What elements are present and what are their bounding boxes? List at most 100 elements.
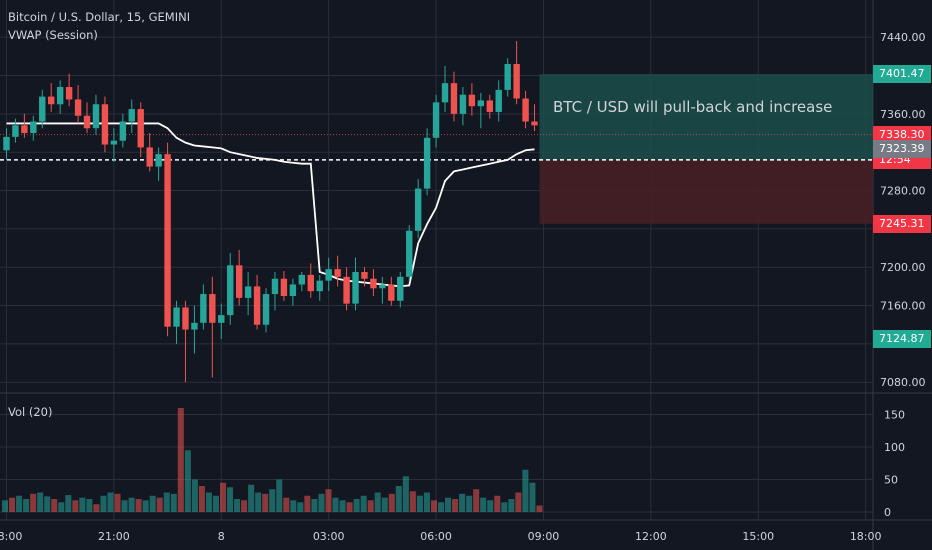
candle-body	[191, 322, 198, 330]
candle-body	[432, 102, 440, 138]
volume-bar	[205, 492, 212, 512]
volume-bar	[332, 497, 339, 512]
candle-body	[146, 147, 153, 167]
candle-body	[388, 284, 395, 301]
volume-bar	[402, 476, 409, 512]
volume-bar	[388, 493, 395, 512]
candle-body	[218, 315, 225, 323]
volume-bar	[191, 479, 198, 512]
candle-body	[164, 154, 171, 327]
volume-bar	[142, 500, 149, 512]
volume-bar	[353, 499, 360, 512]
volume-bar	[65, 495, 72, 512]
candle-body	[459, 94, 467, 114]
candle-body	[414, 188, 422, 231]
volume-bar	[522, 469, 529, 512]
price-tick-label: 7440.00	[880, 31, 926, 44]
volume-bar	[177, 408, 184, 512]
candle-body	[423, 137, 431, 189]
candle-body	[227, 265, 234, 316]
volume-bar	[473, 489, 480, 512]
volume-bar	[58, 502, 65, 512]
volume-bar	[248, 484, 255, 512]
volume-bar	[311, 499, 318, 512]
candle-body	[155, 154, 162, 167]
candle-body	[48, 96, 55, 105]
volume-bar	[374, 492, 381, 512]
volume-bar	[325, 489, 332, 512]
candle-body	[450, 83, 458, 114]
candle-body	[441, 83, 449, 103]
volume-bar	[494, 495, 501, 512]
candle-body	[65, 87, 73, 100]
candle-body	[92, 104, 100, 129]
volume-bar	[107, 492, 114, 512]
candle-body	[289, 284, 297, 296]
volume-bar	[2, 500, 9, 512]
vwap-indicator-label[interactable]: VWAP (Session)	[8, 28, 98, 42]
volume-bar	[318, 493, 325, 512]
candle-body	[39, 96, 46, 122]
time-tick-label: 09:00	[528, 530, 560, 543]
volume-bar	[367, 500, 374, 512]
volume-bar	[290, 500, 297, 512]
candle-body	[495, 89, 502, 112]
volume-bar	[536, 505, 543, 512]
candle-body	[361, 272, 368, 279]
candle-body	[316, 280, 323, 292]
volume-bar	[128, 497, 135, 512]
volume-bar	[86, 499, 93, 512]
candle-body	[370, 278, 377, 289]
volume-bar	[135, 499, 142, 512]
candle-body	[209, 294, 216, 323]
candle-body	[12, 125, 19, 137]
volume-bar	[114, 493, 121, 512]
volume-bar	[23, 499, 30, 512]
volume-bar	[423, 492, 430, 512]
candle-body	[271, 278, 279, 295]
volume-bar	[529, 482, 536, 512]
candle-body	[30, 121, 37, 134]
volume-bar	[395, 486, 402, 512]
candle-body	[298, 274, 306, 285]
candle-body	[531, 121, 538, 126]
volume-bar	[184, 450, 191, 512]
candle-body	[486, 100, 493, 112]
candle-body	[522, 98, 529, 122]
candle-body	[3, 136, 10, 151]
price-tag: 7245.31	[873, 214, 931, 233]
time-tick-label: 8	[218, 530, 225, 543]
volume-bar	[227, 487, 234, 512]
volume-bar	[79, 497, 86, 512]
volume-indicator-label[interactable]: Vol (20)	[8, 405, 53, 419]
candle-body	[137, 109, 144, 148]
volume-bar	[198, 486, 205, 512]
candle-body	[379, 284, 386, 289]
candle-body	[343, 276, 350, 304]
volume-bar	[360, 495, 367, 512]
candle-body	[74, 99, 82, 116]
volume-bar	[276, 479, 283, 512]
price-tag: 7401.47	[873, 65, 931, 84]
candle-body	[244, 286, 252, 298]
volume-bar	[480, 497, 487, 512]
candle-body	[173, 307, 180, 327]
volume-bar	[212, 495, 219, 512]
volume-bar	[16, 495, 23, 512]
volume-bar	[346, 502, 353, 512]
volume-bar	[149, 495, 156, 512]
volume-bar	[304, 495, 311, 512]
volume-bar	[241, 500, 248, 512]
volume-bar	[269, 489, 276, 512]
volume-bar	[121, 500, 128, 512]
volume-bar	[51, 499, 58, 512]
volume-bar	[170, 493, 177, 512]
price-tag: 7124.87	[873, 330, 931, 349]
candle-body	[83, 115, 91, 129]
volume-bar	[508, 499, 515, 512]
price-tag: 7338.30	[873, 125, 931, 144]
volume-tick-label: 100	[884, 441, 905, 454]
time-tick-label: 18:00	[850, 530, 882, 543]
time-tick-label: 15:00	[742, 530, 774, 543]
